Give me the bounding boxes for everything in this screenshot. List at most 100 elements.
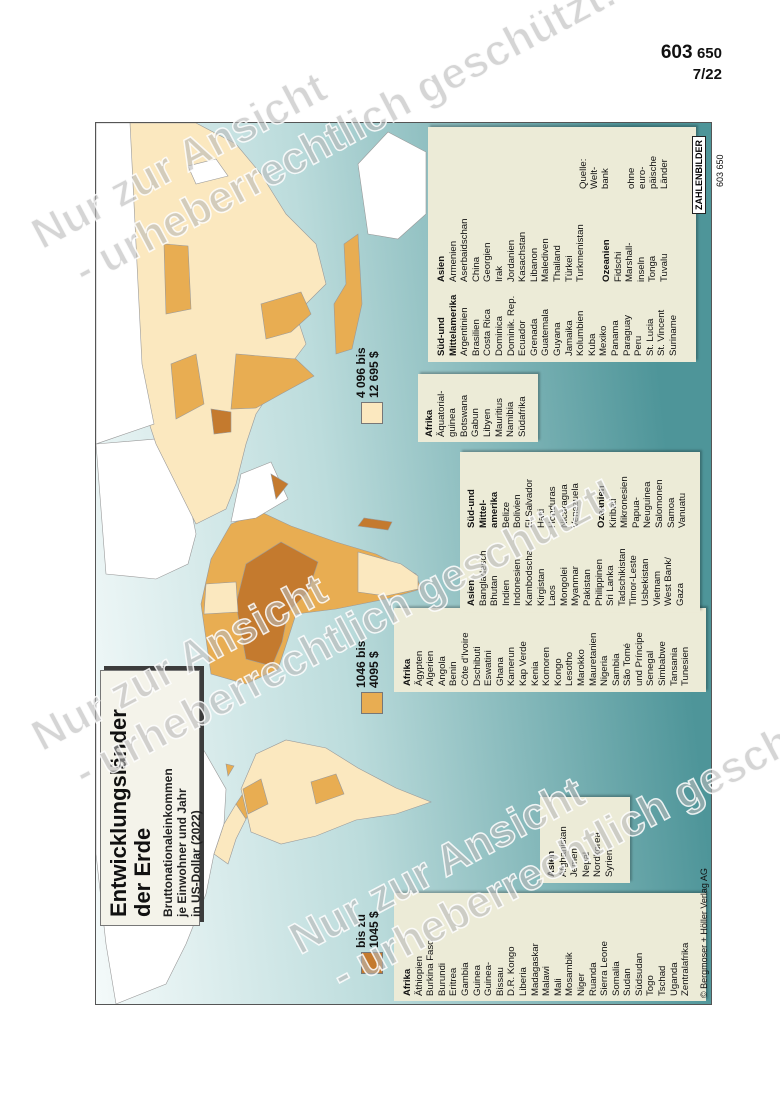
source: Quelle: Welt- bank (578, 158, 611, 189)
country-name: Sambia (610, 653, 622, 686)
country-name: Aserbaidschan (459, 218, 471, 282)
country-name: Burundi (436, 962, 448, 996)
southern-africa (357, 551, 419, 597)
issue-number: 603 (660, 42, 693, 63)
country-name: Usbekistan (639, 558, 651, 606)
country-name: Gambia (459, 962, 471, 996)
country-name: Venezuela (570, 483, 582, 528)
country-name: Kuba (586, 333, 598, 356)
central-asia (170, 353, 205, 420)
russia (96, 123, 155, 445)
note: ohne euro- päische Länder (626, 155, 670, 189)
country-name: St. Vincent (656, 309, 668, 356)
country-name: Eswatini (483, 650, 495, 686)
country-name: Togo (645, 975, 657, 996)
country-name: Kap Verde (517, 641, 529, 686)
country-name: Afghanistan (557, 826, 569, 877)
country-name: Costa Rica (482, 309, 494, 356)
country-name: St. Lucia (644, 318, 656, 356)
country-name: Mikronesien (619, 476, 631, 528)
country-name: Ghana (494, 657, 506, 686)
country-name: Äthiopien (413, 955, 425, 996)
country-name: Sudan (622, 968, 634, 996)
country-name: Bhutan (489, 575, 501, 606)
country-name: Guyana (551, 322, 563, 356)
country-list: Asien Armenien Aserbaidschan China Georgien I… (436, 219, 587, 282)
country-name: Algerien (425, 650, 437, 686)
legend-label: 4 096 bis 12 695 $ (354, 347, 381, 398)
country-name: Samoa (665, 497, 677, 528)
country-name: Mosambik (564, 952, 576, 996)
country-name: Gabun (470, 408, 482, 437)
country-name: Kasachstan (517, 231, 529, 282)
country-name: Brasilien (470, 319, 482, 356)
country-name: Haiti (535, 508, 547, 528)
country-list: Süd-und Mittel- amerika Belize Bolivien El … (466, 479, 582, 528)
country-name: Myanmar (570, 566, 582, 606)
country-list: Ozeanien Kiribati Mikronesien Papua- Neugui… (596, 476, 689, 528)
country-name: Belize (500, 501, 512, 528)
country-name: Irak (493, 266, 505, 282)
country-name: Ruanda (587, 962, 599, 996)
country-name: Vietnam (651, 570, 663, 606)
country-name: Liberia (517, 967, 529, 996)
list-heading: Asien (466, 579, 477, 606)
country-name: Mongolei (558, 567, 570, 606)
country-name: Namibia (505, 401, 517, 437)
legend-label: 1046 bis 4095 $ (354, 640, 381, 688)
south-asia (230, 353, 315, 410)
brand-logo: ZAHLENBILDER (692, 136, 706, 214)
madagascar (357, 517, 393, 531)
country-name: Tonga (647, 255, 659, 282)
chart-title: Entwicklungsländer der Erde (106, 709, 155, 917)
list-heading: Ozeanien (601, 239, 612, 282)
country-list: Afrika Ägypten Algerien Angola Benin Côte d'I… (402, 632, 692, 686)
country-name: Nepal (580, 851, 592, 877)
country-name: D.R. Kongo (506, 946, 518, 996)
country-name: Komoren (541, 647, 553, 686)
country-name: Sri Lanka (605, 565, 617, 606)
country-name: Äquatorial- guinea (435, 390, 459, 437)
country-name: Pakistan (581, 569, 593, 606)
country-name: Grenada (528, 318, 540, 356)
country-list: Afrika Äthiopien Burkina Faso Burundi Eritre… (402, 939, 692, 996)
country-name: Ägypten (413, 650, 425, 686)
country-name: Dominik. Rep. (505, 295, 517, 356)
legend-label: bis zu 1045 $ (354, 911, 381, 948)
country-name: Philippinen (593, 559, 605, 606)
country-name: Botswana (458, 394, 470, 437)
country-name: Kolumbien (575, 310, 587, 356)
list-heading: Asien (546, 850, 557, 877)
africa-low (235, 541, 319, 667)
country-name: Angola (436, 656, 448, 686)
country-name: Bangladesch (477, 550, 489, 606)
country-name: Sierra Leone (599, 941, 611, 996)
country-name: Turkmenistan (575, 224, 587, 282)
country-name: Kiribati (607, 498, 619, 528)
afghanistan (210, 408, 232, 435)
country-name: Jemen (569, 848, 581, 877)
country-name: Libyen (481, 408, 493, 437)
country-name: Jordanien (505, 239, 517, 282)
country-name: Indien (500, 579, 512, 606)
japan (187, 158, 229, 185)
country-name: Somalia (610, 961, 622, 996)
legend-swatch (361, 952, 383, 974)
country-name: Bolivien (512, 494, 524, 528)
country-name: Senegal (645, 650, 657, 686)
country-name: Fidschi (612, 251, 624, 282)
country-name: Panama (609, 320, 621, 356)
issue-date: 7/22 (692, 66, 722, 83)
country-name: Eritrea (448, 967, 460, 996)
country-name: Ecuador (517, 320, 529, 356)
country-name: Madagaskar (529, 943, 541, 996)
country-name: Burkina Faso (425, 939, 437, 996)
country-name: Georgien (482, 242, 494, 282)
country-name: Niger (575, 973, 587, 996)
legend-swatch (361, 402, 383, 424)
list-heading: Afrika (402, 658, 413, 686)
country-name: Thailand (551, 245, 563, 282)
country-name: Armenien (447, 240, 459, 282)
country-list: Süd-und Mittelamerika Argentinien Brasilie… (436, 295, 679, 356)
